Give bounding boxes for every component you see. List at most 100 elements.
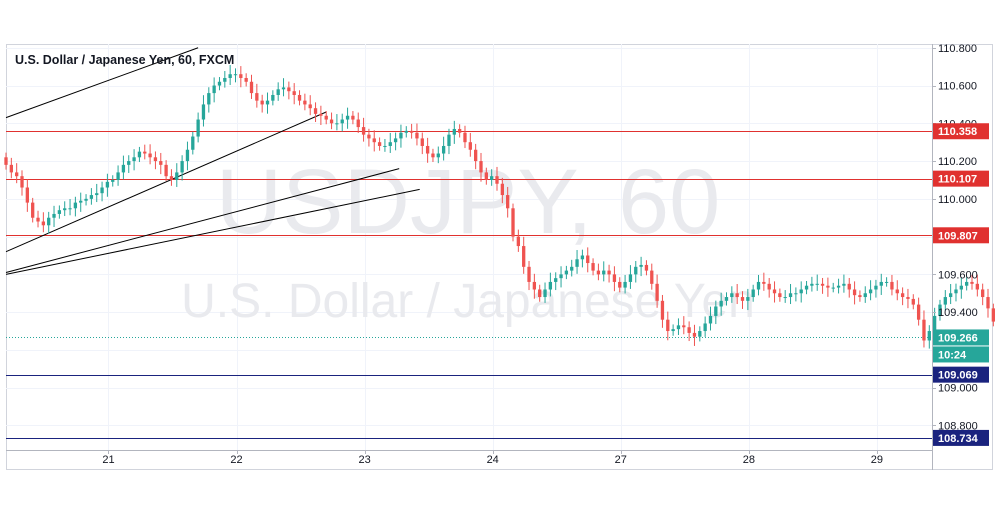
- candle-body: [201, 104, 206, 120]
- time-axis[interactable]: 21 22 23 24 27 28 29: [102, 450, 883, 466]
- candle-body: [511, 208, 515, 237]
- candle-body: [15, 172, 19, 177]
- candle-body: [666, 319, 670, 332]
- candle-body: [175, 172, 179, 180]
- level-badge-bg: [933, 366, 989, 383]
- candle-body: [41, 221, 46, 226]
- candle-body: [746, 297, 750, 301]
- price-badges: 110.358 110.107 109.807 109.069 108.734 109.2…: [933, 123, 989, 446]
- candle-body: [516, 236, 521, 247]
- candle-body: [532, 281, 537, 290]
- candle-body: [794, 293, 798, 295]
- last-price-badge-bg: [933, 329, 989, 346]
- price-tick-label: 110.600: [938, 81, 977, 93]
- candle-body: [393, 138, 398, 143]
- candle-body: [383, 145, 387, 147]
- candle-body: [628, 274, 633, 282]
- candle-body: [836, 285, 841, 288]
- candle-body: [185, 149, 190, 162]
- candle-body: [148, 153, 152, 158]
- candle-body: [31, 202, 35, 218]
- time-tick-label: 29: [871, 454, 883, 466]
- candle-body: [244, 77, 248, 82]
- candle-body: [196, 119, 200, 137]
- candle-body: [329, 119, 334, 124]
- candle-body: [63, 208, 67, 211]
- candle-body: [95, 193, 99, 196]
- candle-body: [730, 293, 734, 298]
- candle-body: [484, 172, 488, 180]
- candle-body: [943, 297, 947, 305]
- candle-body: [724, 297, 729, 301]
- candle-body: [474, 149, 478, 162]
- candle-body: [564, 270, 569, 275]
- level-badge: 109.069: [938, 370, 978, 382]
- candle-body: [351, 115, 355, 120]
- candle-body: [900, 293, 905, 298]
- trendline: [5, 111, 327, 253]
- candle-body: [116, 172, 120, 180]
- time-tick-label: 22: [230, 454, 242, 466]
- candle-body: [388, 142, 392, 146]
- candle-body: [820, 283, 825, 286]
- candle-body: [842, 283, 846, 286]
- countdown-badge-bg: [933, 346, 989, 363]
- candles: [4, 64, 995, 349]
- candle-body: [447, 134, 451, 146]
- candle-body: [698, 331, 702, 337]
- candle-body: [719, 300, 723, 307]
- trendline: [5, 47, 199, 119]
- candle-body: [345, 115, 350, 120]
- candle-body: [137, 151, 142, 158]
- candle-body: [436, 153, 440, 158]
- candle-body: [826, 285, 830, 288]
- candle-body: [468, 142, 472, 150]
- candle-body: [276, 89, 280, 95]
- candle-body: [361, 127, 366, 135]
- candle-body: [84, 198, 88, 201]
- candle-body: [297, 94, 302, 101]
- time-tick-label: 23: [358, 454, 370, 466]
- candle-body: [655, 283, 659, 301]
- candle-body: [986, 297, 990, 309]
- candle-body: [965, 281, 969, 286]
- candle-body: [260, 100, 264, 105]
- candle-body: [810, 283, 814, 286]
- candle-body: [73, 202, 78, 209]
- candle-body: [404, 130, 408, 133]
- candle-body: [676, 325, 681, 330]
- candle-body: [265, 100, 270, 105]
- time-tick-label: 21: [102, 454, 114, 466]
- candle-body: [527, 266, 531, 282]
- candle-body: [420, 138, 424, 146]
- candle-body: [596, 270, 601, 275]
- time-tick-label: 28: [743, 454, 755, 466]
- level-badge: 110.107: [938, 174, 977, 186]
- candle-body: [356, 119, 360, 128]
- last-price-badge: 109.266: [938, 332, 978, 344]
- candle-body: [634, 266, 638, 275]
- candle-body: [639, 264, 643, 267]
- candle-body: [783, 297, 787, 299]
- candle-body: [762, 281, 766, 284]
- candle-body: [121, 164, 126, 173]
- candle-body: [772, 289, 777, 294]
- candle-body: [858, 295, 862, 298]
- level-badge: 110.358: [938, 126, 977, 138]
- candle-body: [506, 195, 510, 209]
- candle-body: [612, 274, 617, 282]
- trendline: [5, 188, 420, 275]
- candle-body: [9, 164, 13, 173]
- candle-body: [863, 293, 867, 298]
- candle-body: [916, 304, 921, 320]
- candle-body: [975, 283, 979, 290]
- candle-body: [255, 93, 259, 101]
- candle-body: [153, 157, 158, 162]
- candle-body: [324, 115, 328, 120]
- countdown-badge: 10:24: [938, 349, 967, 361]
- candle-body: [415, 132, 419, 139]
- candle-body: [495, 176, 499, 184]
- candle-body: [847, 283, 851, 290]
